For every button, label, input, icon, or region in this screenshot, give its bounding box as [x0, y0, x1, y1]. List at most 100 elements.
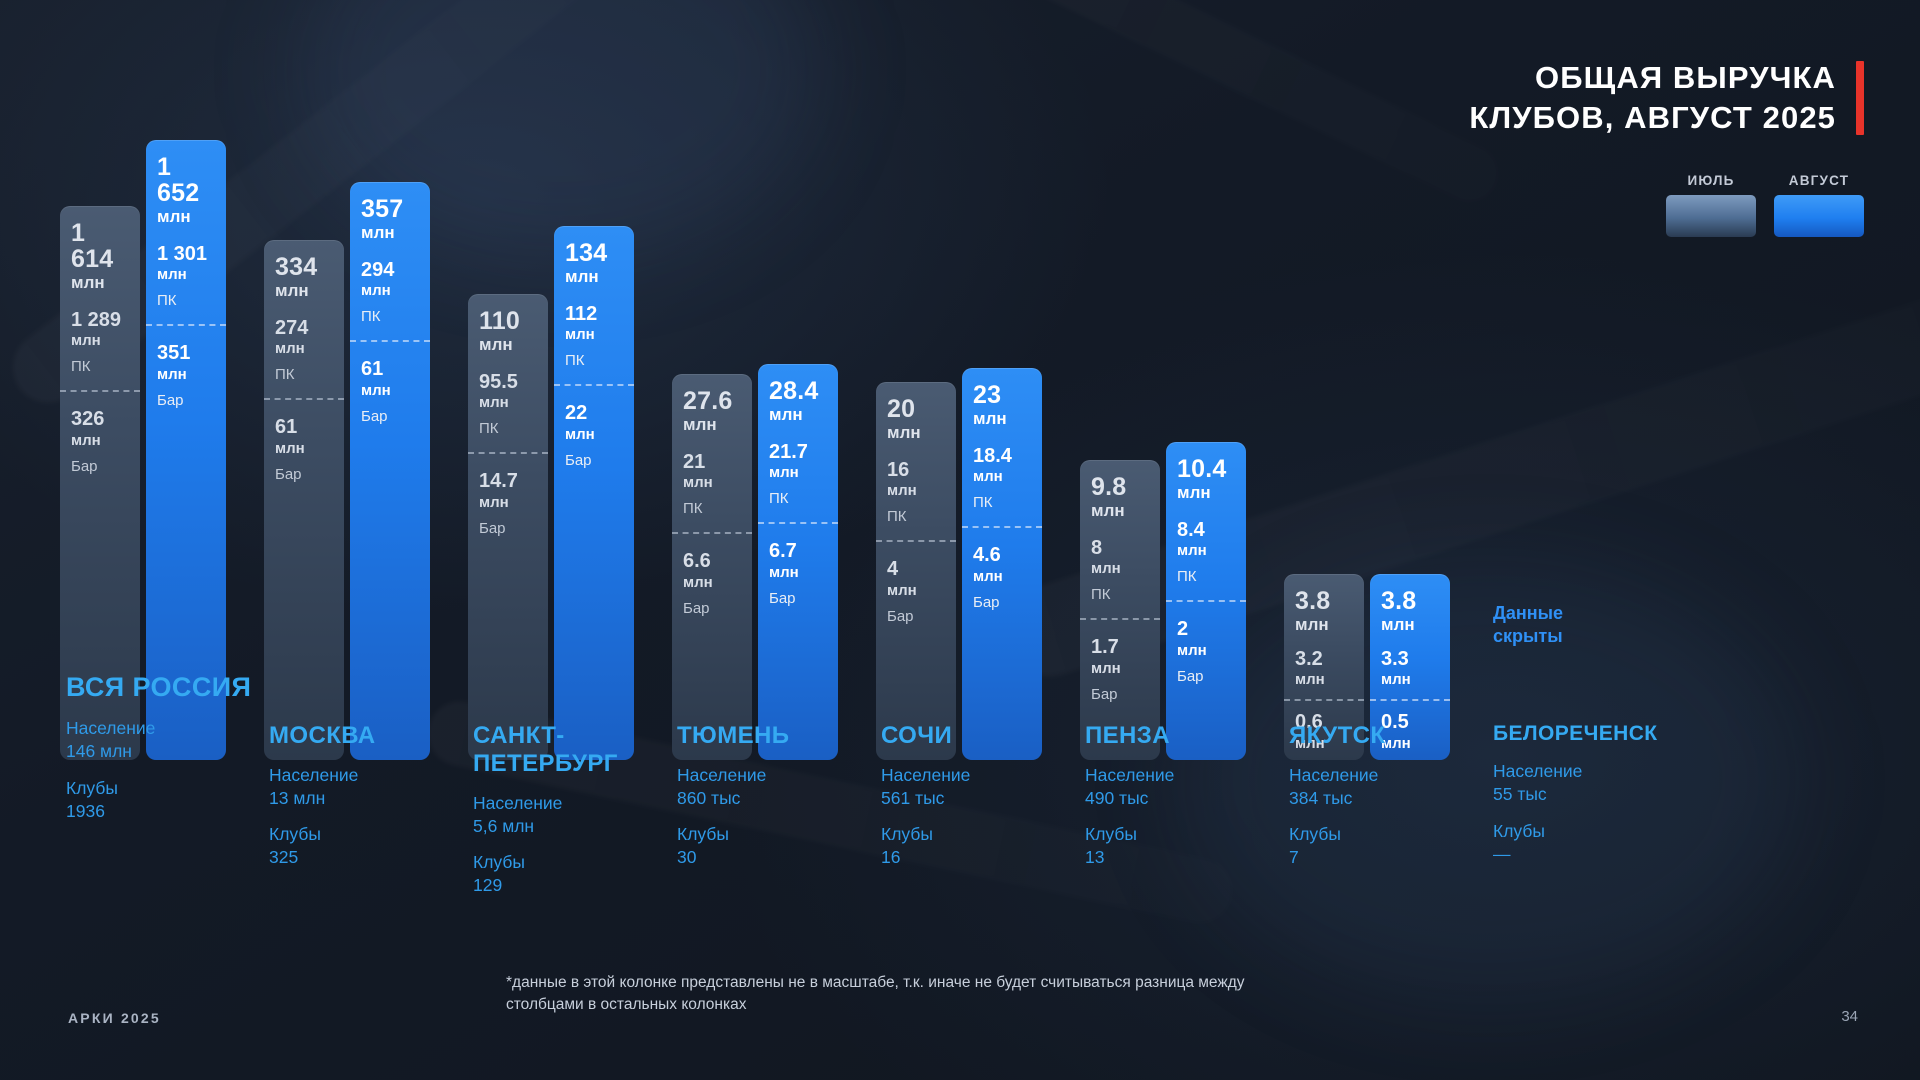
bar-segment-bar: 4.6 млн Бар — [973, 545, 1031, 612]
bar-segment-bar: 351 млн Бар — [157, 343, 215, 410]
bar-segment-pk: 294 млн ПК — [361, 259, 419, 327]
bar-july-tyumen[interactable]: 27.6 млн 21 млн ПК 6.6 млн Бар — [672, 374, 752, 760]
segment-value: 112 — [565, 302, 598, 325]
bar-total-value: 23 — [973, 381, 1002, 409]
population-label: Население — [677, 764, 767, 785]
bar-august-tyumen[interactable]: +3% 28.4 млн 21.7 млн ПК 6.7 млн Бар — [758, 364, 838, 760]
segment-unit: млн — [157, 266, 187, 284]
segment-name: ПК — [683, 500, 703, 518]
bar-segment-bar: 326 млн Бар — [71, 409, 129, 476]
segment-unit: млн — [973, 567, 1003, 585]
segment-unit: млн — [275, 439, 305, 457]
clubs-value: 129 — [473, 874, 503, 895]
segment-unit: млн — [683, 573, 713, 591]
bar-total-value: 20 — [887, 395, 916, 423]
segment-unit: млн — [1177, 542, 1207, 560]
segment-name: ПК — [973, 494, 993, 512]
population-label: Население — [473, 792, 563, 813]
clubs-value: 7 — [1289, 847, 1299, 868]
segment-value: 1.7 — [1091, 636, 1119, 659]
population-value: 13 млн — [269, 787, 326, 808]
legend-label-august: АВГУСТ — [1788, 173, 1850, 188]
bar-july-vsya-rossiya[interactable]: 1 614 млн 1 289 млн ПК 326 млн Бар — [60, 206, 140, 760]
segment-divider — [1166, 600, 1246, 603]
bar-total-unit: млн — [479, 335, 513, 354]
bar-total-value: 3.8 — [1295, 587, 1331, 615]
segment-divider — [962, 526, 1042, 529]
segment-unit: млн — [1091, 659, 1121, 677]
clubs-value: — — [1493, 843, 1511, 864]
bar-july-sankt-peterburg[interactable]: 110 млн 95.5 млн ПК 14.7 млн Бар — [468, 294, 548, 760]
segment-divider — [672, 532, 752, 535]
segment-name: ПК — [1091, 586, 1111, 604]
segment-name: Бар — [887, 607, 914, 625]
bar-segment-bar: 61 млн Бар — [275, 417, 333, 484]
bar-total-unit: млн — [157, 207, 191, 226]
segment-unit: млн — [479, 493, 509, 511]
bar-group-penza: 9.8 млн 8 млн ПК 1.7 млн Бар +6% 10.4 мл… — [1080, 60, 1246, 760]
segment-name: ПК — [275, 366, 295, 384]
segment-value: 6.7 — [769, 540, 797, 563]
clubs-label: Клубы — [881, 824, 933, 845]
bar-august-moskva[interactable]: +7% 357 млн 294 млн ПК 61 млн Бар — [350, 182, 430, 760]
slide-header: ОБЩАЯ ВЫРУЧКА КЛУБОВ, АВГУСТ 2025 — [1469, 58, 1864, 138]
population-value: 561 тыс — [881, 787, 945, 808]
segment-value: 8.4 — [1177, 518, 1205, 541]
bar-segment-bar: 6.7 млн Бар — [769, 541, 827, 608]
segment-value: 61 — [361, 358, 384, 381]
bar-july-penza[interactable]: 9.8 млн 8 млн ПК 1.7 млн Бар — [1080, 460, 1160, 760]
bar-total-unit: млн — [1381, 615, 1415, 634]
segment-name: Бар — [1177, 667, 1204, 685]
bar-segment-bar: 22 млн Бар — [565, 403, 623, 470]
bar-group-yakutsk: 3.8 млн 3.2 млн 0.6 млн 3.8 млн 3.3 млн — [1284, 60, 1450, 760]
bar-august-vsya-rossiya[interactable]: +2% 1 652 млн 1 301 млн ПК 351 млн Бар — [146, 140, 226, 760]
bar-august-sankt-peterburg[interactable]: +22% 134 млн 112 млн ПК 22 млн Бар — [554, 226, 634, 760]
bar-july-yakutsk[interactable]: 3.8 млн 3.2 млн 0.6 млн — [1284, 574, 1364, 760]
bar-group-moskva: 334 млн 274 млн ПК 61 млн Бар +7% 357 мл… — [264, 60, 430, 760]
segment-value: 6.6 — [683, 550, 711, 573]
segment-name: Бар — [1091, 685, 1118, 703]
bar-total-unit: млн — [361, 223, 395, 242]
bar-total-unit: млн — [275, 281, 309, 300]
clubs-label: Клубы — [66, 777, 118, 798]
bar-total-value: 9.8 — [1091, 473, 1127, 501]
bar-total-value: 357 — [361, 195, 404, 223]
bar-segment-bar: 0.5 млн — [1381, 712, 1439, 753]
bar-july-sochi[interactable]: 20 млн 16 млн ПК 4 млн Бар — [876, 382, 956, 760]
bar-segment-pk: 3.3 млн — [1381, 647, 1439, 690]
bar-segment-pk: 112 млн ПК — [565, 302, 623, 371]
population-label: Население — [1085, 764, 1175, 785]
bar-segment-pk: 3.2 млн — [1295, 647, 1353, 690]
bar-total-value: 27.6 — [683, 387, 733, 415]
segment-value: 1 289 — [71, 308, 122, 331]
segment-divider — [876, 540, 956, 543]
segment-value: 18.4 — [973, 444, 1012, 467]
clubs-label: Клубы — [269, 824, 321, 845]
bar-total-value: 110 — [479, 307, 520, 335]
bar-segment-bar: 0.6 млн — [1295, 712, 1353, 753]
bar-july-moskva[interactable]: 334 млн 274 млн ПК 61 млн Бар — [264, 240, 344, 760]
segment-value: 3.2 — [1295, 647, 1323, 670]
bar-group-sochi: 20 млн 16 млн ПК 4 млн Бар +15% 23 млн — [876, 60, 1042, 760]
legend-item-august: АВГУСТ — [1774, 173, 1864, 237]
segment-value: 8 — [1091, 536, 1103, 559]
population-label: Население — [881, 764, 971, 785]
segment-divider — [468, 452, 548, 455]
clubs-label: Клубы — [1289, 824, 1341, 845]
segment-unit: млн — [275, 340, 305, 358]
bar-august-yakutsk[interactable]: 3.8 млн 3.3 млн 0.5 млн — [1370, 574, 1450, 760]
segment-unit: млн — [1381, 734, 1411, 752]
segment-name: ПК — [479, 420, 499, 438]
population-value: 384 тыс — [1289, 787, 1353, 808]
segment-value: 3.3 — [1381, 647, 1409, 670]
bar-total-unit: млн — [565, 267, 599, 286]
segment-name: ПК — [769, 490, 789, 508]
bar-total-unit: млн — [683, 415, 717, 434]
bar-segment-pk: 1 301 млн ПК — [157, 243, 215, 311]
segment-value: 4.6 — [973, 544, 1001, 567]
bar-august-sochi[interactable]: +15% 23 млн 18.4 млн ПК 4.6 млн Бар — [962, 368, 1042, 760]
bar-august-penza[interactable]: +6% 10.4 млн 8.4 млн ПК 2 млн Бар — [1166, 442, 1246, 760]
segment-value: 21.7 — [769, 440, 808, 463]
population-label: Население — [1289, 764, 1379, 785]
bar-segment-pk: 1 289 млн ПК — [71, 308, 129, 377]
